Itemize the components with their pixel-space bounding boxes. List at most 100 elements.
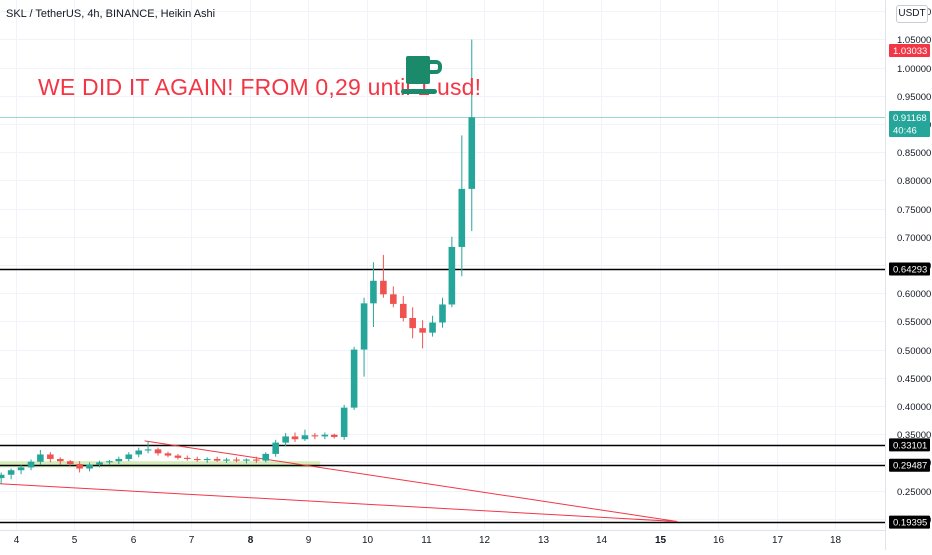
- candle-body: [390, 294, 397, 304]
- candle-body: [253, 459, 260, 461]
- candle-body: [321, 434, 329, 437]
- candle-body: [96, 462, 103, 465]
- price-labels: 0.64293 0.33101 0.29487 0.19395 1.03033 0.911…: [889, 44, 930, 529]
- time-tick-label: 5: [72, 535, 78, 546]
- price-tick-label: 0.45000: [897, 374, 931, 385]
- candle-body: [37, 454, 44, 462]
- trendline: [144, 440, 678, 523]
- time-tick-label: 6: [131, 535, 137, 546]
- trendlines: [0, 440, 678, 523]
- time-axis[interactable]: 4 5 6 7 8 9 10 11 12 13 14 15 16 17 18: [0, 530, 885, 547]
- candle-body: [409, 318, 416, 329]
- price-tick-label: 0.40000: [897, 402, 931, 413]
- candle-body: [330, 434, 338, 437]
- trendline: [0, 483, 678, 523]
- candle-body: [243, 459, 250, 461]
- candle-body: [27, 461, 35, 468]
- high-price-label-bg: [889, 44, 930, 58]
- last-price-label: 0.91168: [893, 113, 927, 124]
- time-tick-label: 9: [306, 535, 312, 546]
- candle-body: [262, 453, 270, 461]
- price-tick-label: 0.85000: [897, 148, 931, 159]
- candles: [0, 39, 476, 484]
- candle-body: [174, 455, 182, 458]
- candle-body: [184, 457, 191, 459]
- level-price-label-bg: [889, 262, 930, 276]
- candle-body: [272, 442, 279, 454]
- time-tick-label: 7: [189, 535, 195, 546]
- candle-body: [164, 453, 172, 456]
- level-price-label-bg: [889, 458, 930, 472]
- price-tick-label: 1.05000: [897, 35, 931, 46]
- candle-body: [193, 458, 201, 461]
- candle-body: [360, 303, 368, 350]
- candle-body: [468, 117, 476, 189]
- candle-body: [213, 458, 221, 461]
- coffee-cup-icon: [401, 56, 442, 94]
- level-price-label: 0.64293: [893, 264, 927, 275]
- price-tick-label: 0.75000: [897, 205, 931, 216]
- candle-body: [144, 449, 152, 451]
- time-tick-label: 15: [655, 535, 667, 546]
- candle-body: [370, 280, 377, 304]
- grid: [0, 0, 885, 530]
- price-tick-label: 0.25000: [897, 487, 931, 498]
- candle-body: [350, 349, 358, 408]
- candle-body: [125, 454, 133, 459]
- candle-body: [340, 407, 348, 437]
- candle-body: [419, 328, 426, 333]
- price-tick-label: 0.95000: [897, 92, 931, 103]
- candle-body: [7, 470, 15, 475]
- price-tick-label: 0.50000: [897, 346, 931, 357]
- time-tick-label: 8: [248, 535, 254, 546]
- candle-body: [56, 458, 64, 462]
- time-tick-label: 17: [772, 535, 784, 546]
- time-tick-label: 16: [713, 535, 725, 546]
- support-zone-rect: [0, 461, 321, 468]
- support-zone: [0, 461, 321, 468]
- level-price-label-bg: [889, 515, 930, 529]
- time-tick-label: 4: [14, 535, 20, 546]
- level-price-label: 0.33101: [893, 440, 927, 451]
- candle-body: [135, 450, 143, 455]
- candle-body: [233, 459, 240, 461]
- candle-body: [203, 458, 211, 461]
- level-price-label: 0.19395: [893, 518, 927, 529]
- horizontal-levels: [0, 117, 885, 524]
- candle-body: [458, 188, 466, 247]
- candle-body: [47, 454, 54, 459]
- candle-body: [66, 461, 74, 465]
- price-tick-label: 1.00000: [897, 64, 931, 75]
- candle-body: [106, 461, 113, 463]
- candle-body: [439, 304, 446, 323]
- time-tick-label: 11: [421, 535, 432, 546]
- candle-body: [86, 464, 93, 469]
- candle-body: [0, 474, 5, 479]
- candle-body: [76, 464, 83, 469]
- price-tick-label: 0.80000: [897, 176, 931, 187]
- candle-body: [311, 435, 319, 437]
- currency-badge[interactable]: USDT: [896, 5, 928, 23]
- candle-body: [17, 467, 25, 471]
- price-tick-label: 0.55000: [897, 317, 931, 328]
- price-tick-label: 0.60000: [897, 289, 931, 300]
- candle-body: [223, 459, 230, 461]
- high-price-label: 1.03033: [893, 46, 927, 57]
- level-price-label: 0.29487: [893, 461, 927, 472]
- price-tick-label: 0.35000: [897, 430, 931, 441]
- time-tick-label: 14: [596, 535, 608, 546]
- candle-body: [399, 303, 407, 318]
- candle-body: [154, 449, 162, 454]
- time-tick-label: 13: [538, 535, 550, 546]
- price-tick-label: 0.70000: [897, 233, 931, 244]
- candle-body: [115, 458, 123, 462]
- candle-body: [429, 322, 436, 333]
- candle-body: [291, 436, 299, 440]
- time-tick-label: 18: [830, 535, 842, 546]
- candle-body: [380, 280, 387, 295]
- time-tick-label: 10: [362, 535, 374, 546]
- symbol-title[interactable]: SKL / TetherUS, 4h, BINANCE, Heikin Ashi: [6, 8, 216, 20]
- candle-body: [301, 435, 309, 440]
